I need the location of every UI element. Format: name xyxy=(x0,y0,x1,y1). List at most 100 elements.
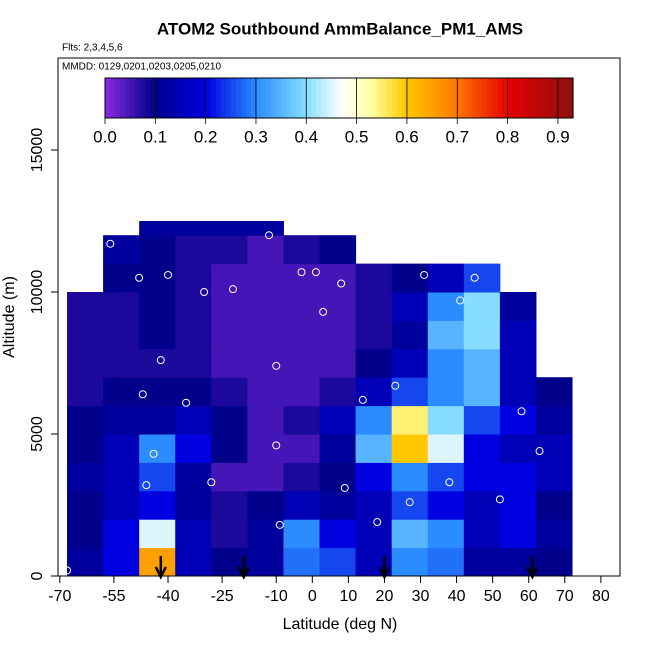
colorbar-swatch xyxy=(140,78,146,118)
x-tick-label: -25 xyxy=(211,588,234,605)
heat-cell xyxy=(319,547,357,577)
colorbar-tick-label: 0.1 xyxy=(144,127,168,146)
heat-cell xyxy=(247,490,284,520)
heat-cell xyxy=(247,348,284,378)
heat-cell xyxy=(427,348,465,378)
heat-cell xyxy=(391,462,429,492)
colorbar-swatch xyxy=(165,78,172,118)
colorbar-swatch xyxy=(230,78,237,118)
colorbar-swatch xyxy=(250,78,257,118)
heat-cell xyxy=(355,348,393,378)
colorbar-swatch xyxy=(462,78,468,118)
colorbar-swatch xyxy=(200,78,207,118)
observation-point xyxy=(135,273,144,282)
annotation: MMDD: 0129,0201,0203,0205,0210 xyxy=(62,62,221,73)
heat-cell xyxy=(463,490,501,520)
colorbar-swatch xyxy=(331,78,338,118)
colorbar-swatch xyxy=(286,78,292,118)
heat-cell xyxy=(427,320,465,350)
colorbar-swatch xyxy=(502,78,509,118)
colorbar-swatch xyxy=(417,78,423,118)
heat-cell xyxy=(103,320,140,350)
heat-cell xyxy=(283,348,321,378)
colorbar-swatch xyxy=(537,78,544,118)
heat-cell xyxy=(427,434,465,463)
y-tick-label: 10000 xyxy=(29,270,46,315)
heat-cell xyxy=(427,462,465,492)
plot-frame xyxy=(57,57,621,577)
x-axis-label: Latitude (deg N) xyxy=(283,616,398,633)
arrow-head xyxy=(237,566,250,580)
heat-cell xyxy=(247,547,284,577)
heat-cell xyxy=(139,490,176,520)
colorbar-swatch xyxy=(150,78,156,118)
colorbar-swatch xyxy=(517,78,524,118)
heat-cell xyxy=(427,405,465,435)
heat-cell xyxy=(463,348,501,378)
observation-point xyxy=(358,395,367,404)
x-tick-label: -40 xyxy=(156,588,179,605)
heat-cell xyxy=(499,348,537,378)
heat-cell xyxy=(319,462,357,492)
colorbar-swatch xyxy=(266,78,272,118)
colorbar-swatch xyxy=(457,78,463,118)
colorbar-swatch xyxy=(507,78,514,118)
heat-cell xyxy=(103,547,140,577)
colorbar-swatch xyxy=(562,78,569,118)
heat-cell xyxy=(175,348,212,378)
heat-cell xyxy=(499,434,537,463)
heat-cell xyxy=(319,263,357,293)
colorbar-swatch xyxy=(220,78,227,118)
heat-cell xyxy=(211,221,248,236)
heat-cell xyxy=(103,462,140,492)
colorbar-swatch xyxy=(396,78,403,118)
observation-point xyxy=(272,441,281,450)
colorbar-tick-label: 0.0 xyxy=(93,127,117,146)
heat-cell xyxy=(211,348,248,378)
heat-cell xyxy=(283,263,321,293)
heat-cell xyxy=(175,405,212,435)
heat-cell xyxy=(139,320,176,350)
colorbar-tick-label: 0.5 xyxy=(345,127,369,146)
colorbar-swatch xyxy=(386,78,393,118)
x-tick-label: 10 xyxy=(339,588,357,605)
heat-cell xyxy=(211,377,248,407)
observation-point xyxy=(207,478,216,487)
colorbar-swatch xyxy=(366,78,373,118)
heat-cell xyxy=(247,377,284,407)
y-tick-label: 5000 xyxy=(29,416,46,452)
colorbar-swatch xyxy=(437,78,443,118)
x-tick-label: 0 xyxy=(308,588,317,605)
observation-point xyxy=(373,518,382,527)
observation-point xyxy=(149,449,158,458)
colorbar-swatch xyxy=(406,78,413,118)
heat-cell xyxy=(499,462,537,492)
heat-cell xyxy=(427,292,465,321)
colorbar-swatch xyxy=(411,78,418,118)
heat-cell xyxy=(103,377,140,407)
heat-cell xyxy=(67,377,104,407)
heat-cell xyxy=(67,292,104,321)
heat-cell xyxy=(355,405,393,435)
colorbar-swatch xyxy=(512,78,519,118)
colorbar-swatch xyxy=(401,78,408,118)
colorbar-swatch xyxy=(271,78,277,118)
heat-cell xyxy=(427,490,465,520)
heat-cell xyxy=(391,547,429,577)
arrow-head xyxy=(526,566,539,580)
heat-cell xyxy=(139,292,176,321)
heat-cell xyxy=(283,405,321,435)
observation-point xyxy=(182,398,191,407)
heat-cell xyxy=(391,348,429,378)
observation-point xyxy=(319,307,328,316)
observation-point xyxy=(297,268,306,277)
colorbar-swatch xyxy=(547,78,554,118)
observation-point xyxy=(337,279,346,288)
heat-cell xyxy=(175,292,212,321)
arrow-head xyxy=(154,566,167,580)
colorbar-swatch xyxy=(120,78,126,118)
heat-cell xyxy=(463,462,501,492)
colorbar-swatch xyxy=(160,78,166,118)
observation-point xyxy=(200,288,209,297)
heat-cell xyxy=(211,462,248,492)
